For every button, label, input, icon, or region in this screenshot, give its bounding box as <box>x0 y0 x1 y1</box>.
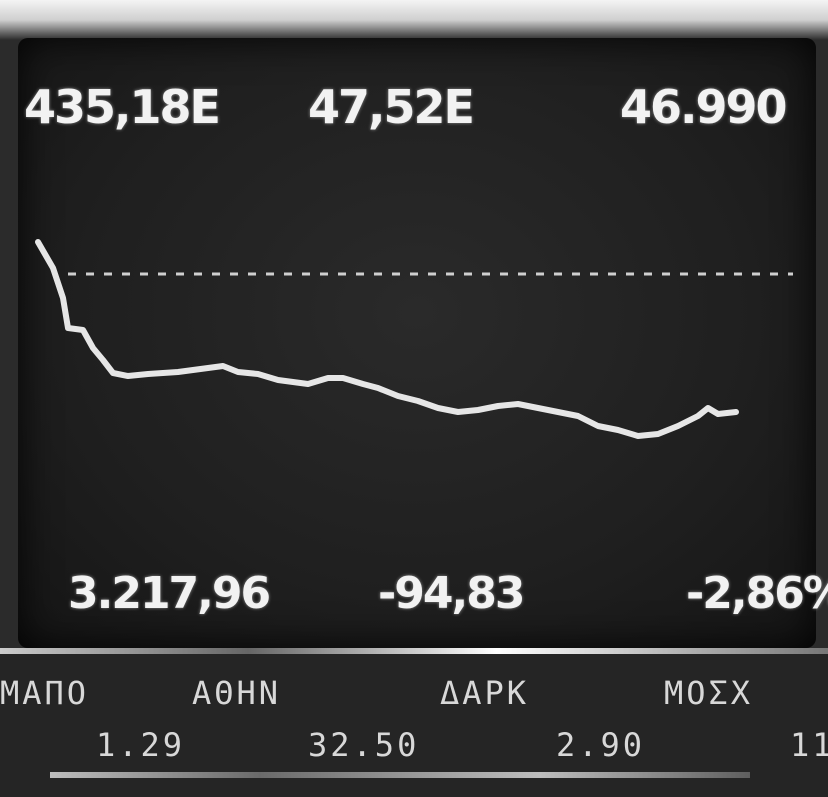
ticker-name-3: ΔΑΡΚ <box>440 674 530 712</box>
top-value-right: 46.990 <box>620 80 788 134</box>
ticker-price-2: 32.50 <box>308 726 420 764</box>
index-change: -94,83 <box>378 568 525 619</box>
ticker-name-4: ΜΟΣΧ <box>664 674 754 712</box>
index-value: 3.217,96 <box>68 568 271 619</box>
top-value-center: 47,52E <box>308 80 475 134</box>
trading-screen: 435,18E 47,52E 46.990 3.217,96 -94,83 -2… <box>18 38 828 648</box>
ticker-price-1: 1.29 <box>96 726 186 764</box>
index-trace-chart <box>35 239 793 439</box>
ticker-price-4: 11 <box>790 726 828 764</box>
ticker-divider <box>0 648 828 654</box>
index-change-percent: -2,86% <box>686 568 828 619</box>
bottom-reflection <box>50 772 750 778</box>
top-value-left: 435,18E <box>24 80 221 134</box>
index-trace-line <box>35 239 739 439</box>
ticker-name-1: ΜΑΠΟ <box>0 674 90 712</box>
ticker-price-3: 2.90 <box>556 726 646 764</box>
ticker-name-2: ΑΘΗΝ <box>192 674 282 712</box>
